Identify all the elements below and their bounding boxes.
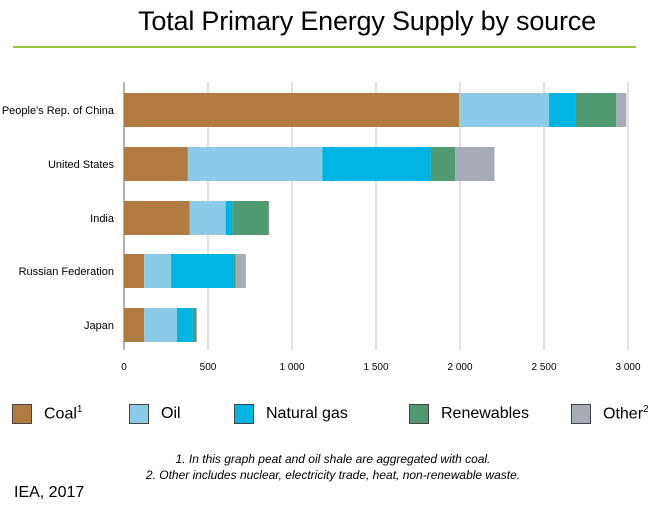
legend-label: Renewables	[441, 405, 530, 422]
legend-swatch	[571, 404, 591, 424]
x-tick-label: 3 000	[615, 362, 640, 373]
bar-segment	[187, 147, 323, 181]
bars	[124, 93, 627, 342]
bar-segment	[225, 201, 233, 235]
legend-label: Oil	[161, 405, 181, 422]
legend-label: Coal1	[44, 404, 83, 423]
legend-swatch	[129, 404, 149, 424]
bar-segment	[196, 308, 198, 342]
bar-segment	[268, 201, 270, 235]
category-label: Russian Federation	[19, 266, 114, 278]
x-tick-label: 2 000	[447, 362, 472, 373]
x-tick-label: 2 500	[531, 362, 556, 373]
bar-segment	[459, 93, 550, 127]
bar-segment	[171, 254, 234, 288]
category-label: People's Rep. of China	[2, 105, 115, 117]
bar-segment	[124, 308, 145, 342]
bar-segment	[616, 93, 627, 127]
bar-segment	[124, 147, 188, 181]
bar-segment	[192, 308, 197, 342]
legend-swatch	[12, 404, 32, 424]
bar-segment	[454, 147, 495, 181]
legend-item: Coal1	[12, 404, 82, 424]
bar-chart: People's Rep. of China United States India…	[2, 82, 641, 373]
x-tick-label: 1 500	[363, 362, 388, 373]
bar-segment	[144, 308, 177, 342]
bar-segment	[176, 308, 193, 342]
bar-segment	[189, 201, 226, 235]
bar-segment	[235, 254, 246, 288]
bar-segment	[232, 201, 269, 235]
bar-segment	[124, 93, 460, 127]
legend: Coal1 Oil Natural gas Renewables Other2	[12, 404, 652, 430]
chart-title: Total Primary Energy Supply by source	[138, 6, 596, 36]
legend-label: Other2	[603, 404, 649, 423]
bar-segment	[549, 93, 576, 127]
category-labels: People's Rep. of China United States India…	[2, 105, 115, 332]
legend-item: Other2	[571, 404, 649, 424]
legend-swatch	[409, 404, 429, 424]
bar-segment	[233, 254, 236, 288]
bar-segment	[124, 254, 145, 288]
x-tick-label: 500	[200, 362, 217, 373]
title-divider	[13, 46, 636, 48]
category-label: Japan	[84, 320, 114, 332]
footnotes: 1. In this graph peat and oil shale are …	[0, 451, 654, 483]
legend-item: Oil	[129, 404, 181, 424]
bar-segment	[430, 147, 455, 181]
footnote-1: 1. In this graph peat and oil shale are …	[175, 452, 491, 466]
legend-label: Natural gas	[266, 405, 348, 422]
x-tick-labels: 0 500 1 000 1 500 2 000 2 500 3 000	[121, 362, 641, 373]
legend-item: Natural gas	[234, 404, 348, 424]
source-label: IEA, 2017	[14, 484, 85, 501]
x-tick-label: 1 000	[279, 362, 304, 373]
bar-segment	[124, 201, 190, 235]
bar-segment	[322, 147, 431, 181]
bar-segment	[575, 93, 617, 127]
footnote-2: 2. Other includes nuclear, electricity t…	[145, 468, 521, 482]
bar-segment	[144, 254, 172, 288]
x-tick-label: 0	[121, 362, 127, 373]
category-label: India	[90, 213, 115, 225]
category-label: United States	[48, 159, 115, 171]
legend-swatch	[234, 404, 254, 424]
legend-item: Renewables	[409, 404, 529, 424]
